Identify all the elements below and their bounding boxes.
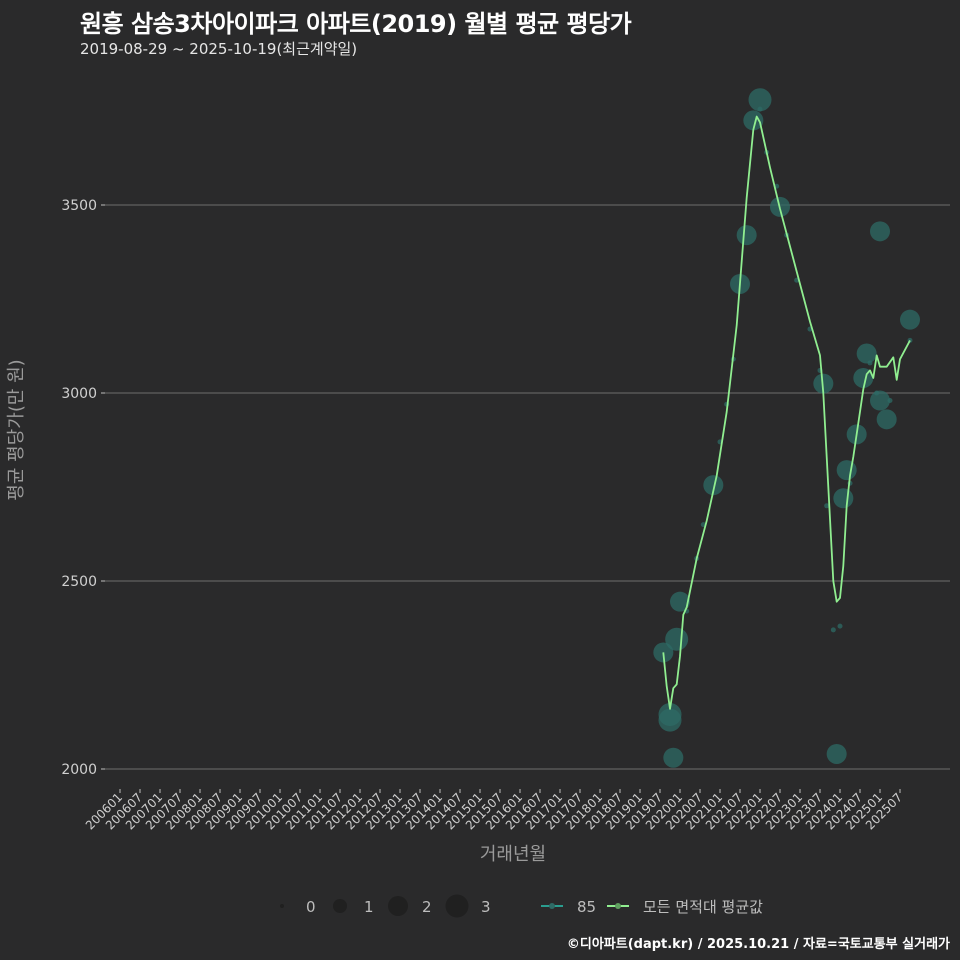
legend-size-label: 3 [481,898,491,916]
data-point [833,488,854,509]
grid-lines [105,204,950,770]
average-line [662,115,911,710]
data-point [663,747,684,768]
data-point [658,708,682,732]
x-axis: 2006012006072007012007072008012008072009… [83,789,905,833]
data-point [757,106,763,112]
legend-series-dot [615,903,621,909]
y-tick-label: 2500 [61,574,97,590]
y-axis: 2000 2500 3000 3500 [61,198,105,778]
average-line-path [662,115,911,710]
chart-title: 원흥 삼송3차아이파크 아파트(2019) 월별 평균 평당가 [80,10,632,38]
legend-series-label: 모든 면적대 평균값 [643,898,763,916]
y-axis-title: 평균 평당가(만 원) [6,359,27,500]
data-point [703,475,724,496]
legend-series-dot [549,903,555,909]
legend-size-key [388,896,408,916]
data-point [665,627,689,651]
legend-size-key [280,904,284,908]
data-point [856,343,877,364]
data-point [748,88,772,112]
y-tick-label: 3000 [61,386,97,402]
data-point [876,409,897,430]
legend-size-label: 1 [364,898,374,916]
data-point [736,225,757,246]
y-tick-label: 3500 [61,198,97,214]
data-point [830,627,836,633]
data-point [743,110,764,131]
data-point [826,743,847,764]
data-point [870,221,890,242]
legend-size-key [445,894,469,918]
y-tick-label: 2000 [61,762,97,778]
data-point [837,623,843,629]
x-axis-title: 거래년월 [480,844,546,865]
data-point [867,360,873,366]
legend-series-label: 85 [577,898,596,916]
series-85-points [653,88,920,768]
data-point [824,503,830,509]
data-point [870,390,890,411]
chart-subtitle: 2019-08-29 ~ 2025-10-19(최근계약일) [80,40,358,58]
legend: 0 1 2 3 85 모든 면적대 평균값 [280,894,763,918]
data-point [670,591,690,612]
data-point [836,460,857,481]
footer-credit: ©디아파트(dapt.kr) / 2025.10.21 / 자료=국토교통부 실… [566,937,950,952]
data-point [887,398,893,404]
legend-size-label: 2 [422,898,432,916]
legend-size-key [333,899,347,913]
data-point [900,309,920,330]
legend-size-label: 0 [306,898,316,916]
